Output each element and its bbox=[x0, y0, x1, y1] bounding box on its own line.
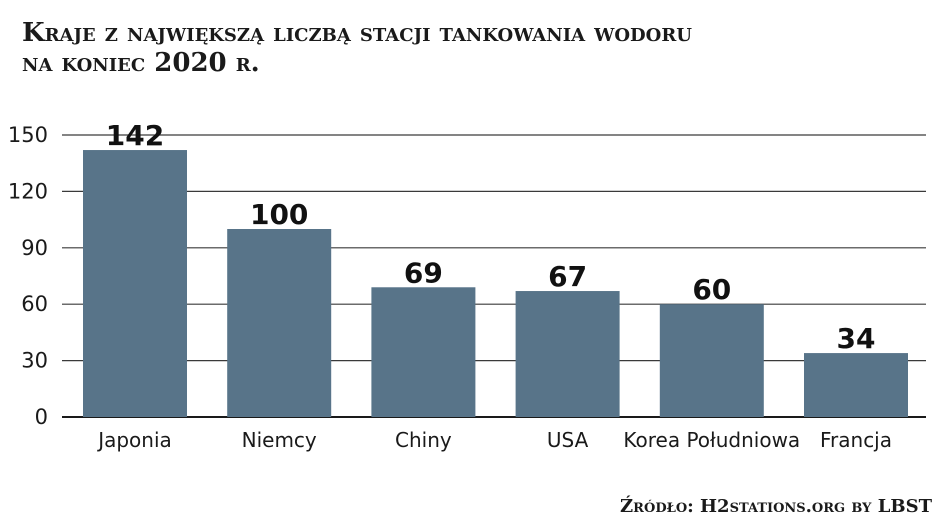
data-label: 60 bbox=[692, 273, 731, 306]
x-tick-label: Japonia bbox=[96, 428, 172, 452]
y-tick-label: 120 bbox=[8, 179, 48, 203]
data-label: 142 bbox=[106, 119, 164, 152]
y-tick-label: 0 bbox=[35, 405, 48, 429]
data-label: 67 bbox=[548, 260, 587, 293]
x-tick-label: Chiny bbox=[395, 428, 452, 452]
y-axis-ticks: 0 30 60 90 120 150 bbox=[8, 123, 48, 429]
bar bbox=[515, 291, 620, 417]
chart-title: Kraje z największą liczbą stacji tankowa… bbox=[22, 18, 922, 78]
bars bbox=[83, 150, 908, 418]
y-tick-label: 90 bbox=[21, 236, 48, 260]
x-tick-label: Korea Południowa bbox=[623, 428, 800, 452]
source-note: Źródło: H2stations.org by LBST bbox=[620, 496, 932, 517]
data-label: 69 bbox=[404, 256, 443, 289]
chart-title-line-2: na koniec 2020 r. bbox=[22, 48, 260, 78]
bar bbox=[83, 150, 187, 418]
bar bbox=[804, 353, 908, 417]
y-tick-label: 60 bbox=[21, 292, 48, 316]
bar bbox=[227, 229, 332, 417]
x-tick-label: Francja bbox=[820, 428, 892, 452]
data-label: 100 bbox=[250, 198, 308, 231]
value-labels: 142 100 69 67 60 34 bbox=[106, 119, 876, 355]
bar bbox=[659, 304, 764, 417]
data-label: 34 bbox=[837, 322, 876, 355]
bar bbox=[371, 287, 476, 417]
grid-lines bbox=[62, 134, 926, 418]
y-tick-label: 150 bbox=[8, 123, 48, 147]
x-tick-label: USA bbox=[547, 428, 589, 452]
y-tick-label: 30 bbox=[21, 349, 48, 373]
chart-title-line-1: Kraje z największą liczbą stacji tankowa… bbox=[22, 18, 692, 48]
x-axis-labels: Japonia Niemcy Chiny USA Korea Południowa Fra… bbox=[96, 428, 892, 452]
x-tick-label: Niemcy bbox=[242, 428, 317, 452]
